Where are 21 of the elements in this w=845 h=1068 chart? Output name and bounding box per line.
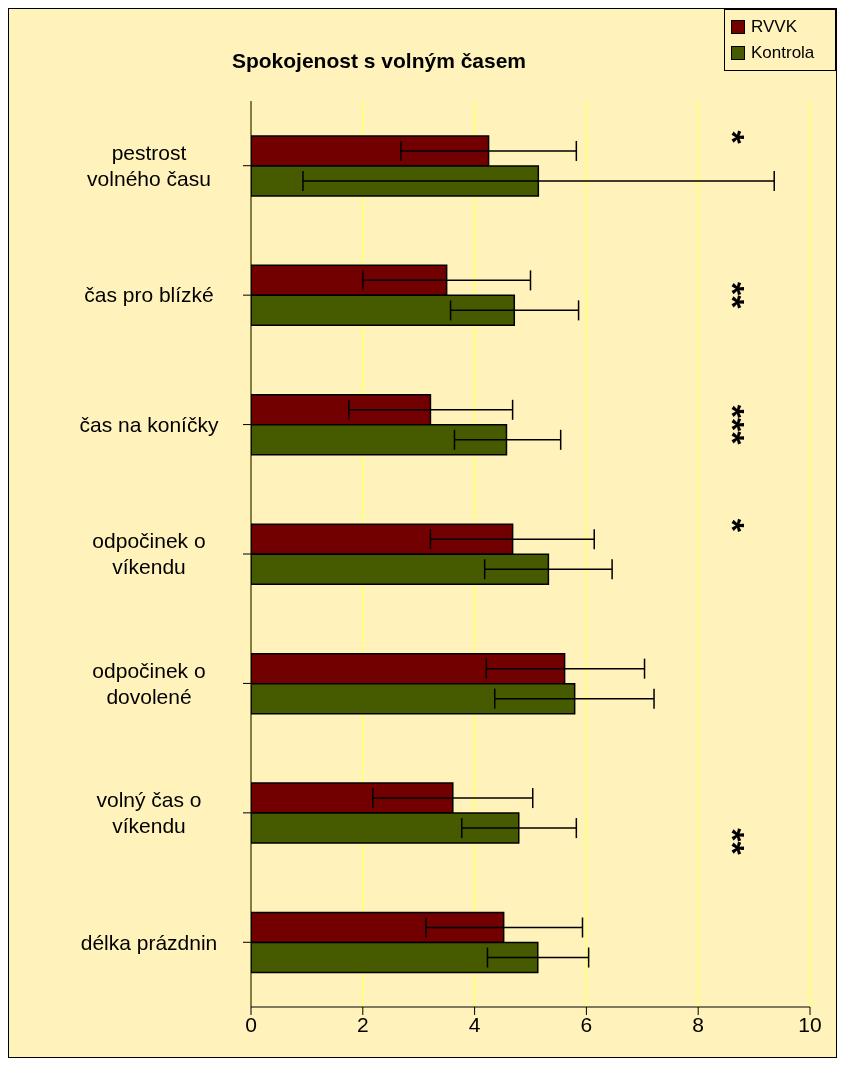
y-tick-label: délka prázdnin bbox=[80, 930, 218, 954]
y-tick-label: volný čas o víkendu bbox=[96, 788, 202, 838]
x-tick-label: 10 bbox=[798, 1012, 822, 1036]
x-tick-label: 8 bbox=[692, 1012, 705, 1036]
legend-label: Kontrola bbox=[751, 42, 815, 64]
y-tick-label: odpočinek o víkendu bbox=[92, 529, 206, 579]
annotation: * bbox=[714, 518, 753, 533]
x-tick-label: 2 bbox=[356, 1012, 369, 1036]
x-tick-label: 0 bbox=[245, 1012, 257, 1036]
annotation: *** bbox=[714, 404, 753, 446]
y-tick-label: pestrost volného času bbox=[87, 141, 211, 191]
annotation: ** bbox=[714, 281, 753, 310]
x-tick-label: 4 bbox=[468, 1012, 481, 1036]
y-tick-label: odpočinek o dovolené bbox=[92, 658, 206, 708]
legend-label: RVVK bbox=[751, 16, 797, 38]
x-tick-label: 6 bbox=[580, 1012, 593, 1036]
chart-title: Spokojenost s volným časem bbox=[230, 49, 528, 73]
annotation: ** bbox=[714, 828, 753, 856]
y-tick-label: čas na koníčky bbox=[79, 412, 219, 436]
annotation: * bbox=[714, 130, 753, 145]
y-tick-label: čas pro blízké bbox=[84, 283, 214, 307]
